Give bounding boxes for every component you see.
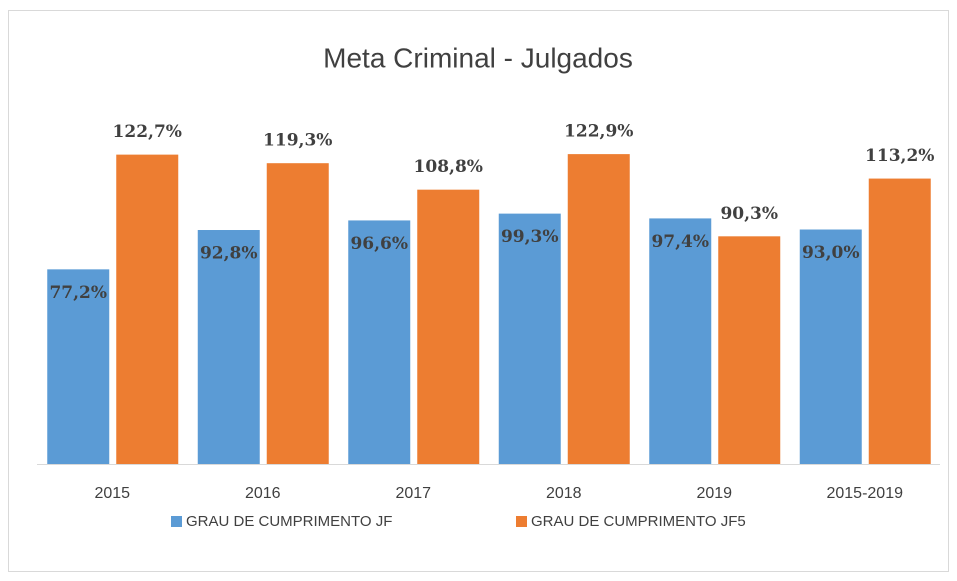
bar: [498, 213, 561, 464]
chart-title: Meta Criminal - Julgados: [323, 42, 633, 73]
bar: [266, 163, 329, 464]
data-label: 122,9%: [564, 122, 633, 142]
bar: [116, 154, 179, 464]
x-tick-label: 2016: [245, 485, 281, 502]
x-tick-label: 2019: [696, 485, 732, 502]
data-label: 119,3%: [263, 131, 332, 151]
bar: [718, 236, 781, 464]
bar: [197, 230, 260, 464]
data-label: 99,3%: [501, 227, 559, 247]
data-label: 92,8%: [200, 244, 258, 264]
data-label: 97,4%: [651, 232, 709, 252]
data-label: 122,7%: [113, 122, 182, 142]
legend-label: GRAU DE CUMPRIMENTO JF: [186, 513, 392, 530]
data-label: 108,8%: [414, 157, 483, 177]
bar: [348, 220, 411, 464]
bar: [567, 154, 630, 464]
x-tick-label: 2017: [395, 485, 431, 502]
bar: [417, 189, 480, 464]
bar: [649, 218, 712, 464]
bar: [47, 269, 110, 464]
x-tick-label: 2015-2019: [826, 485, 903, 502]
data-label: 93,0%: [802, 243, 860, 263]
data-label: 77,2%: [49, 283, 107, 303]
data-label: 96,6%: [350, 234, 408, 254]
bar: [799, 229, 862, 464]
legend-swatch: [171, 516, 182, 527]
bar: [868, 178, 931, 464]
data-label: 113,2%: [865, 146, 934, 166]
x-tick-label: 2018: [546, 485, 582, 502]
x-tick-label: 2015: [94, 485, 130, 502]
legend-label: GRAU DE CUMPRIMENTO JF5: [531, 513, 746, 530]
data-label: 90,3%: [720, 204, 778, 224]
legend-swatch: [516, 516, 527, 527]
